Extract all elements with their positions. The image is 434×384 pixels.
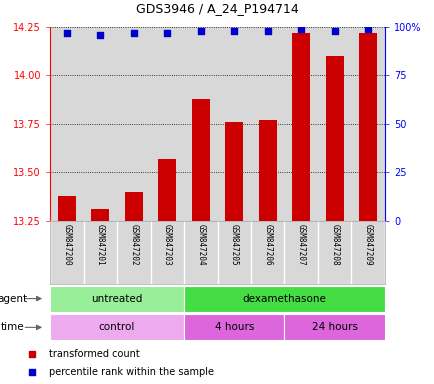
Text: GDS3946 / A_24_P194714: GDS3946 / A_24_P194714 bbox=[136, 2, 298, 15]
Text: time: time bbox=[1, 322, 24, 333]
Bar bbox=[50, 286, 184, 311]
Text: 4 hours: 4 hours bbox=[214, 322, 253, 333]
Point bbox=[230, 28, 237, 34]
Point bbox=[164, 30, 171, 36]
Point bbox=[97, 31, 104, 38]
Bar bbox=[284, 314, 384, 340]
Point bbox=[331, 28, 338, 34]
Bar bbox=[91, 209, 109, 221]
Text: GSM847205: GSM847205 bbox=[229, 224, 238, 266]
Point bbox=[63, 30, 70, 36]
Bar bbox=[57, 195, 76, 221]
Text: dexamethasone: dexamethasone bbox=[242, 293, 326, 304]
Point bbox=[197, 28, 204, 34]
Text: GSM847202: GSM847202 bbox=[129, 224, 138, 266]
Text: GSM847200: GSM847200 bbox=[62, 224, 71, 266]
Bar bbox=[191, 99, 210, 221]
Text: transformed count: transformed count bbox=[49, 349, 139, 359]
Point bbox=[264, 28, 271, 34]
Bar bbox=[50, 314, 184, 340]
Text: agent: agent bbox=[0, 293, 27, 304]
Text: untreated: untreated bbox=[91, 293, 142, 304]
Bar bbox=[291, 33, 310, 221]
Bar bbox=[158, 159, 176, 221]
Point bbox=[364, 26, 371, 32]
Bar bbox=[258, 120, 276, 221]
Bar bbox=[124, 192, 143, 221]
Bar bbox=[184, 286, 384, 311]
Text: 24 hours: 24 hours bbox=[311, 322, 357, 333]
Text: percentile rank within the sample: percentile rank within the sample bbox=[49, 367, 213, 377]
Text: GSM847208: GSM847208 bbox=[329, 224, 339, 266]
Text: control: control bbox=[99, 322, 135, 333]
Point bbox=[28, 369, 35, 375]
Bar bbox=[358, 33, 377, 221]
Point bbox=[28, 351, 35, 357]
Text: GSM847207: GSM847207 bbox=[296, 224, 305, 266]
Point bbox=[130, 30, 137, 36]
Bar bbox=[325, 56, 343, 221]
Text: GSM847209: GSM847209 bbox=[363, 224, 372, 266]
Point bbox=[297, 26, 304, 32]
Bar bbox=[224, 122, 243, 221]
Bar bbox=[184, 314, 284, 340]
Text: GSM847206: GSM847206 bbox=[263, 224, 272, 266]
Text: GSM847203: GSM847203 bbox=[162, 224, 171, 266]
Text: GSM847201: GSM847201 bbox=[95, 224, 105, 266]
Text: GSM847204: GSM847204 bbox=[196, 224, 205, 266]
